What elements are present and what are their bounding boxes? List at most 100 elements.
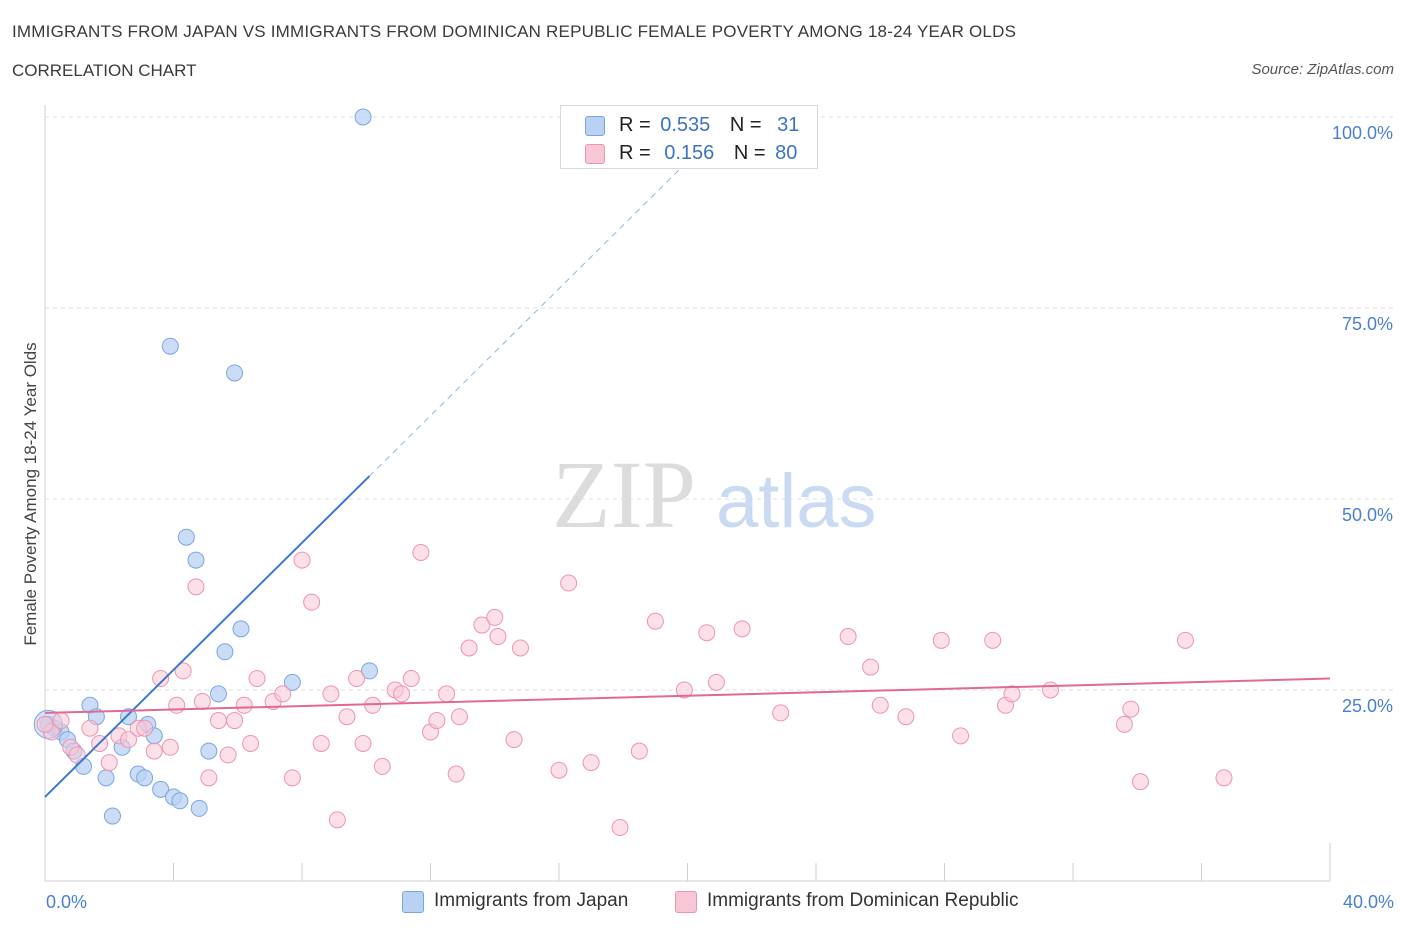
dominican-point [984,631,1002,649]
y-ticks: 100.0% 75.0% 50.0% 25.0% [1332,123,1393,716]
dominican-legend-swatch [675,891,697,913]
dominican-point [168,696,186,714]
dominican-point [235,696,253,714]
dominican-point [412,543,430,561]
dominican-point [328,811,346,829]
dominican-point [1003,685,1021,703]
dominican-point [460,639,478,657]
japan-points [33,108,378,825]
dominican-trend-line [44,677,1331,714]
japan-swatch [585,116,605,136]
dominican-point [1215,769,1233,787]
dominican-r-label: R = [619,142,651,164]
dominican-point [52,712,70,730]
dominican-point [486,608,504,626]
japan-point [190,799,208,817]
japan-point [360,662,378,680]
dominican-point [646,612,664,630]
dominican-point [248,670,266,688]
y-axis-label: Female Poverty Among 18-24 Year Olds [21,342,40,645]
dominican-point [897,708,915,726]
x-tick-max: 40.0% [1343,892,1394,912]
dominican-point [1122,700,1140,718]
dominican-n-label: N = [733,142,766,164]
dominican-point [1115,715,1133,733]
watermark-zip: ZIP [552,441,696,548]
dominican-point [145,742,163,760]
dominican-point [1131,773,1149,791]
watermark-atlas: atlas [716,459,877,544]
dominican-point [354,734,372,752]
dominican-point [505,731,523,749]
japan-point [136,769,154,787]
y-tick-label: 100.0% [1332,123,1393,143]
dominican-point [174,662,192,680]
japan-trend-line [44,475,371,798]
x-tick-min: 0.0% [46,892,87,912]
dominican-point [839,628,857,646]
dominican-point [550,761,568,779]
japan-point [97,769,115,787]
japan-legend-label: Immigrants from Japan [434,890,629,911]
japan-point [283,673,301,691]
dominican-point [630,742,648,760]
dominican-point [402,670,420,688]
dominican-point [348,670,366,688]
dominican-point [293,551,311,569]
dominican-point [733,620,751,638]
japan-point [103,807,121,825]
dominican-point [932,631,950,649]
y-tick-label: 25.0% [1342,696,1393,716]
dominican-point [862,658,880,676]
japan-point [152,780,170,798]
japan-point [120,708,138,726]
japan-trend-extension [369,154,695,477]
dominican-point [675,681,693,699]
dominican-point [81,719,99,737]
japan-r-value: 0.535 [660,114,711,136]
dominican-point [36,715,54,733]
dominican-swatch [585,144,605,164]
dominican-point [489,628,507,646]
dominican-point [560,574,578,592]
dominican-point [473,616,491,634]
japan-legend-swatch [402,891,424,913]
japan-point [354,108,372,126]
dominican-point [373,757,391,775]
dominican-point [193,692,211,710]
dominican-point [582,754,600,772]
chart-title: IMMIGRANTS FROM JAPAN VS IMMIGRANTS FROM… [12,22,1017,41]
dominican-point [438,685,456,703]
dominican-point [187,578,205,596]
dominican-point [511,639,529,657]
dominican-point [120,731,138,749]
dominican-point [447,765,465,783]
japan-point [216,643,234,661]
grid-lines [45,116,1393,691]
dominican-n-value: 80 [775,142,798,164]
dominican-point [393,685,411,703]
dominican-point [707,673,725,691]
dominican-point [611,819,629,837]
dominican-point [219,746,237,764]
dominican-point [338,708,356,726]
japan-point [200,742,218,760]
y-tick-label: 50.0% [1342,505,1393,525]
chart-subtitle: CORRELATION CHART [12,61,197,80]
japan-point [187,551,205,569]
dominican-point [1176,631,1194,649]
stats-legend: R = 0.535 N = 31 R = 0.156 N = 80 [560,105,818,169]
dominican-point [242,734,260,752]
dominican-point [772,704,790,722]
dominican-legend-label: Immigrants from Dominican Republic [707,890,1019,911]
dominican-point [283,769,301,787]
japan-n-value: 31 [777,114,800,136]
japan-point [161,337,179,355]
japan-point [171,792,189,810]
source-credit: Source: ZipAtlas.com [1251,61,1394,78]
dominican-point [152,670,170,688]
y-tick-label: 75.0% [1342,314,1393,334]
dominican-point [200,769,218,787]
dominican-point [871,696,889,714]
